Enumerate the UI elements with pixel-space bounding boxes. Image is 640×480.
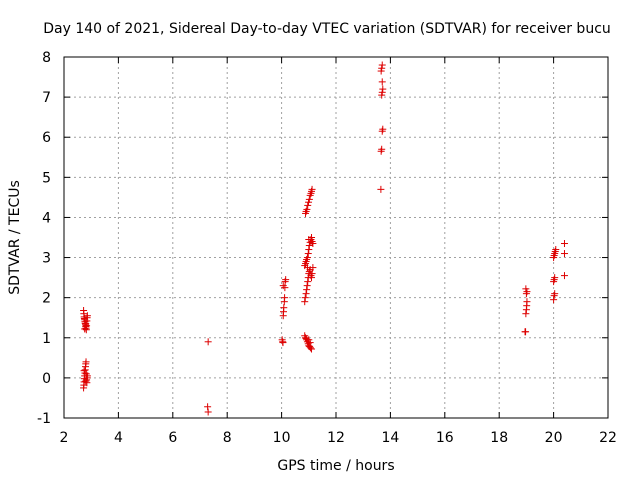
data-point xyxy=(550,296,558,304)
data-point xyxy=(204,403,212,411)
data-point xyxy=(82,358,90,366)
data-point xyxy=(303,282,311,290)
data-point xyxy=(305,246,313,254)
data-point xyxy=(378,88,386,96)
x-tick-label: 4 xyxy=(114,430,123,446)
y-tick-label: 3 xyxy=(42,251,51,267)
plot-frame xyxy=(63,56,609,419)
chart-title: Day 140 of 2021, Sidereal Day-to-day VTE… xyxy=(43,21,611,37)
x-tick-label: 14 xyxy=(381,430,399,446)
x-tick-label: 10 xyxy=(273,430,291,446)
data-point xyxy=(308,270,316,278)
data-points xyxy=(80,61,568,416)
data-point xyxy=(83,312,91,320)
data-point xyxy=(303,264,311,272)
data-point xyxy=(379,125,387,133)
x-axis-label: GPS time / hours xyxy=(277,458,394,474)
x-tick-label: 22 xyxy=(599,430,617,446)
data-point xyxy=(304,201,312,209)
data-point xyxy=(204,338,212,346)
data-point xyxy=(83,372,91,380)
data-point xyxy=(522,285,530,293)
y-tick-label: 6 xyxy=(42,130,51,146)
x-tick-label: 18 xyxy=(490,430,508,446)
data-point xyxy=(281,294,289,302)
data-point xyxy=(303,205,311,213)
y-tick-label: 4 xyxy=(42,210,51,226)
data-point xyxy=(378,61,386,69)
data-point xyxy=(378,145,386,153)
data-point xyxy=(309,240,317,248)
data-point xyxy=(308,274,316,282)
data-point xyxy=(378,64,386,72)
x-tick-label: 6 xyxy=(168,430,177,446)
data-point xyxy=(552,246,560,254)
data-point xyxy=(279,339,287,347)
data-point xyxy=(302,290,310,298)
data-point xyxy=(551,290,559,298)
data-point xyxy=(82,377,90,385)
data-point xyxy=(301,294,309,302)
data-point xyxy=(560,240,568,248)
data-point xyxy=(522,328,530,336)
data-point xyxy=(308,185,316,193)
data-point xyxy=(279,282,287,290)
grid xyxy=(64,57,608,418)
data-point xyxy=(308,345,316,353)
data-point xyxy=(301,298,309,306)
x-tick-label: 12 xyxy=(327,430,345,446)
data-point xyxy=(305,242,313,250)
data-point xyxy=(304,278,312,286)
x-tick-label: 2 xyxy=(60,430,69,446)
data-point xyxy=(303,254,311,262)
data-point xyxy=(377,185,385,193)
x-tick-label: 16 xyxy=(436,430,454,446)
data-point xyxy=(560,272,568,280)
data-point xyxy=(560,250,568,258)
data-point xyxy=(523,298,531,306)
data-point xyxy=(379,85,387,93)
y-tick-label: 8 xyxy=(42,50,51,66)
y-tick-label: -1 xyxy=(37,411,51,427)
y-tick-label: 1 xyxy=(42,331,51,347)
data-point xyxy=(280,304,288,312)
data-point xyxy=(204,408,212,416)
data-point xyxy=(282,276,290,284)
data-point xyxy=(81,325,89,333)
data-point xyxy=(80,367,88,375)
x-tick-label: 20 xyxy=(545,430,563,446)
y-axis-label: SDTVAR / TECUs xyxy=(7,180,23,295)
y-tick-label: 2 xyxy=(42,291,51,307)
data-point xyxy=(82,320,90,328)
y-tick-label: 0 xyxy=(42,371,51,387)
data-point xyxy=(522,310,530,318)
y-tick-label: 7 xyxy=(42,90,51,106)
data-point xyxy=(303,286,311,294)
data-point xyxy=(551,274,559,282)
data-point xyxy=(378,78,386,86)
x-tick-label: 8 xyxy=(223,430,232,446)
data-point xyxy=(305,195,313,203)
y-tick-label: 5 xyxy=(42,170,51,186)
data-point xyxy=(305,236,313,244)
data-point xyxy=(306,339,314,347)
data-point xyxy=(304,250,312,258)
